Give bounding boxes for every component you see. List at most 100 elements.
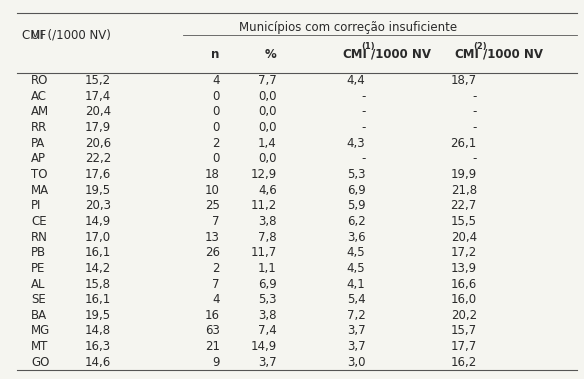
Text: n: n — [211, 47, 220, 61]
Text: -: - — [472, 105, 477, 119]
Text: 4,5: 4,5 — [347, 246, 366, 259]
Text: 14,9: 14,9 — [251, 340, 277, 353]
Text: 15,2: 15,2 — [85, 74, 111, 87]
Text: PB: PB — [31, 246, 46, 259]
Text: MG: MG — [31, 324, 50, 337]
Text: 26,1: 26,1 — [451, 137, 477, 150]
Text: 15,8: 15,8 — [85, 277, 111, 291]
Text: 13,9: 13,9 — [451, 262, 477, 275]
Text: 20,3: 20,3 — [85, 199, 111, 212]
Text: 3,8: 3,8 — [258, 309, 277, 322]
Text: 17,0: 17,0 — [85, 231, 111, 244]
Text: 3,7: 3,7 — [347, 324, 366, 337]
Text: -: - — [472, 121, 477, 134]
Text: 6,2: 6,2 — [347, 215, 366, 228]
Text: 11,7: 11,7 — [251, 246, 277, 259]
Text: 16,3: 16,3 — [85, 340, 111, 353]
Text: 16: 16 — [204, 309, 220, 322]
Text: 7,8: 7,8 — [258, 231, 277, 244]
Text: CMI: CMI — [454, 47, 479, 61]
Text: 22,2: 22,2 — [85, 152, 111, 165]
Text: 18: 18 — [205, 168, 220, 181]
Text: 7: 7 — [212, 215, 220, 228]
Text: 11,2: 11,2 — [251, 199, 277, 212]
Text: 4,5: 4,5 — [347, 262, 366, 275]
Text: 3,6: 3,6 — [347, 231, 366, 244]
Text: 1,4: 1,4 — [258, 137, 277, 150]
Text: 17,7: 17,7 — [451, 340, 477, 353]
Text: 4,1: 4,1 — [347, 277, 366, 291]
Text: -: - — [361, 152, 366, 165]
Text: 0: 0 — [213, 105, 220, 119]
Text: MT: MT — [31, 340, 48, 353]
Text: 17,2: 17,2 — [451, 246, 477, 259]
Text: 0,0: 0,0 — [258, 152, 277, 165]
Text: 2: 2 — [212, 262, 220, 275]
Text: Municípios com correção insuficiente: Municípios com correção insuficiente — [239, 21, 457, 34]
Text: TO: TO — [31, 168, 47, 181]
Text: -: - — [361, 121, 366, 134]
Text: 63: 63 — [205, 324, 220, 337]
Text: 7,4: 7,4 — [258, 324, 277, 337]
Text: 3,8: 3,8 — [258, 215, 277, 228]
Text: 16,1: 16,1 — [85, 293, 111, 306]
Text: GO: GO — [31, 356, 50, 369]
Text: 4,6: 4,6 — [258, 184, 277, 197]
Text: 16,1: 16,1 — [85, 246, 111, 259]
Text: 21: 21 — [204, 340, 220, 353]
Text: 15,5: 15,5 — [451, 215, 477, 228]
Text: 4,4: 4,4 — [347, 74, 366, 87]
Text: 7,2: 7,2 — [347, 309, 366, 322]
Text: 2: 2 — [212, 137, 220, 150]
Text: 17,4: 17,4 — [85, 90, 111, 103]
Text: 0: 0 — [213, 121, 220, 134]
Text: MA: MA — [31, 184, 49, 197]
Text: 6,9: 6,9 — [258, 277, 277, 291]
Text: 19,9: 19,9 — [451, 168, 477, 181]
Text: 5,9: 5,9 — [347, 199, 366, 212]
Text: 18,7: 18,7 — [451, 74, 477, 87]
Text: 4: 4 — [212, 74, 220, 87]
Text: 10: 10 — [205, 184, 220, 197]
Text: 9: 9 — [212, 356, 220, 369]
Text: 14,6: 14,6 — [85, 356, 111, 369]
Text: PE: PE — [31, 262, 46, 275]
Text: -: - — [361, 90, 366, 103]
Text: CMI: CMI — [343, 47, 367, 61]
Text: 13: 13 — [205, 231, 220, 244]
Text: 4: 4 — [212, 293, 220, 306]
Text: 19,5: 19,5 — [85, 184, 111, 197]
Text: 16,6: 16,6 — [451, 277, 477, 291]
Text: (2): (2) — [473, 42, 486, 51]
Text: SE: SE — [31, 293, 46, 306]
Text: 1,1: 1,1 — [258, 262, 277, 275]
Text: -: - — [361, 105, 366, 119]
Text: RR: RR — [31, 121, 47, 134]
Text: CE: CE — [31, 215, 47, 228]
Text: 7: 7 — [212, 277, 220, 291]
Text: AP: AP — [31, 152, 46, 165]
Text: BA: BA — [31, 309, 47, 322]
Text: 17,6: 17,6 — [85, 168, 111, 181]
Text: 20,2: 20,2 — [451, 309, 477, 322]
Text: 7,7: 7,7 — [258, 74, 277, 87]
Text: AL: AL — [31, 277, 46, 291]
Text: 21,8: 21,8 — [451, 184, 477, 197]
Text: CMI (/1000 NV): CMI (/1000 NV) — [22, 29, 111, 42]
Text: 16,2: 16,2 — [451, 356, 477, 369]
Text: 12,9: 12,9 — [251, 168, 277, 181]
Text: 20,4: 20,4 — [451, 231, 477, 244]
Text: 14,2: 14,2 — [85, 262, 111, 275]
Text: 20,6: 20,6 — [85, 137, 111, 150]
Text: 25: 25 — [205, 199, 220, 212]
Text: 15,7: 15,7 — [451, 324, 477, 337]
Text: 5,3: 5,3 — [258, 293, 277, 306]
Text: -: - — [472, 90, 477, 103]
Text: 20,4: 20,4 — [85, 105, 111, 119]
Text: AM: AM — [31, 105, 49, 119]
Text: 26: 26 — [204, 246, 220, 259]
Text: /1000 NV: /1000 NV — [371, 47, 431, 61]
Text: 0: 0 — [213, 90, 220, 103]
Text: %: % — [265, 47, 277, 61]
Text: UF: UF — [31, 29, 46, 42]
